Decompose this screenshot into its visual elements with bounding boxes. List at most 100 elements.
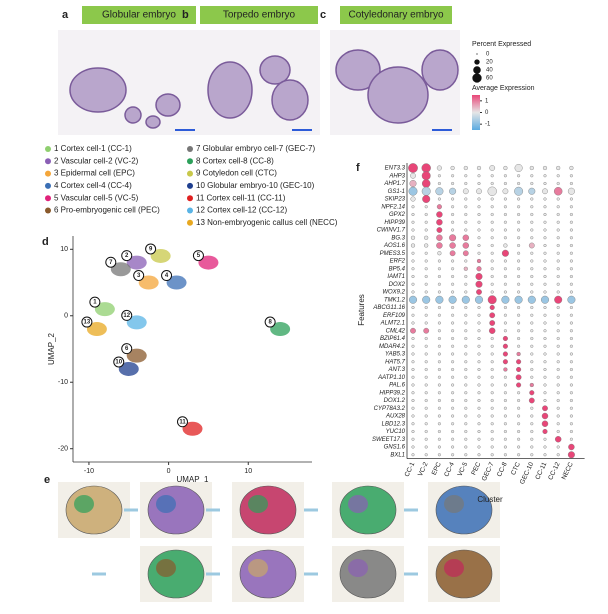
dot (424, 290, 428, 294)
cluster-badge (161, 270, 173, 282)
tissue (271, 79, 309, 121)
dot (543, 383, 547, 387)
dot (464, 259, 468, 263)
section (339, 549, 397, 599)
dot (569, 422, 573, 426)
cluster-cloud (118, 361, 139, 376)
dot (411, 336, 415, 341)
dot (437, 422, 441, 426)
feature-label: AOS1.6 (383, 243, 406, 249)
dot (503, 236, 507, 240)
dot (530, 290, 534, 294)
dot (451, 352, 455, 356)
dot (517, 422, 521, 426)
cluster-cloud (94, 302, 115, 317)
dot (411, 398, 415, 403)
dot (451, 274, 455, 279)
dot (503, 282, 507, 286)
dot (477, 212, 481, 217)
dot (477, 313, 481, 317)
dot (487, 295, 497, 305)
dot (542, 428, 548, 435)
dot (411, 205, 415, 209)
dot (462, 234, 469, 241)
dot (424, 352, 428, 356)
section-part (348, 559, 368, 577)
legend-swatch (45, 207, 51, 214)
feature-label: AHP1.7 (383, 181, 405, 187)
feature-label: NPF2.14 (381, 204, 405, 210)
dot (464, 445, 468, 449)
panel-label: f (356, 162, 360, 174)
dot (410, 327, 416, 334)
dot (569, 290, 573, 294)
dot (477, 228, 481, 232)
feature-label: CYP78A3.2 (374, 406, 406, 412)
dot (489, 327, 496, 334)
dot (517, 259, 521, 263)
dot (517, 445, 521, 449)
dot (489, 320, 496, 326)
dot (530, 220, 534, 224)
cluster-number: 4 (165, 273, 169, 279)
dot (490, 282, 494, 286)
dot (424, 313, 428, 317)
dot (411, 414, 415, 418)
cluster-badge (105, 256, 117, 268)
dot (543, 274, 547, 279)
feature-label: CML42 (386, 328, 406, 334)
legend-swatch (187, 158, 193, 165)
cluster-number: 7 (109, 260, 113, 266)
y-tick-label: -20 (58, 446, 68, 453)
dot (569, 398, 573, 403)
cluster-label: CC-4 (443, 461, 456, 478)
dot (477, 398, 481, 403)
dot (448, 295, 457, 304)
feature-label: PMES3.5 (380, 251, 406, 257)
dot (464, 406, 468, 410)
dot (451, 220, 455, 224)
feature-label: BZIP61.4 (380, 336, 406, 342)
dot (543, 282, 547, 286)
dot (556, 445, 560, 449)
dot (451, 205, 455, 209)
dot (411, 375, 415, 379)
dot (514, 186, 524, 196)
dot (569, 367, 573, 372)
dot (464, 414, 468, 418)
dot (517, 274, 521, 279)
legend-swatch (187, 207, 193, 214)
dot (437, 305, 441, 310)
dot (569, 174, 573, 178)
dot (477, 344, 481, 348)
dot (556, 251, 560, 255)
dot (556, 414, 560, 418)
cluster-number: 5 (197, 253, 201, 259)
dot (437, 329, 441, 333)
dot (477, 321, 481, 325)
dot (424, 429, 428, 434)
dot (437, 352, 441, 356)
dot (517, 174, 521, 178)
legend-label: 13 Non-embryogenic callus cell (NECC) (196, 218, 338, 227)
dot (411, 313, 415, 317)
dot (451, 437, 455, 441)
dot (515, 374, 522, 381)
panel-label: b (182, 9, 189, 21)
cluster-number: 11 (179, 419, 186, 425)
dot (556, 236, 560, 240)
dot (543, 305, 547, 310)
legend-label: 3 Epidermal cell (EPC) (54, 169, 135, 178)
dot (477, 305, 481, 310)
dot (411, 267, 415, 271)
dot (490, 375, 494, 379)
dot (437, 391, 441, 395)
section (239, 485, 297, 535)
dot (502, 359, 508, 365)
dot (489, 312, 496, 319)
dot (530, 321, 534, 325)
dot (530, 274, 534, 279)
dot (556, 165, 561, 171)
dot (451, 453, 455, 457)
cluster-cloud (126, 315, 147, 330)
